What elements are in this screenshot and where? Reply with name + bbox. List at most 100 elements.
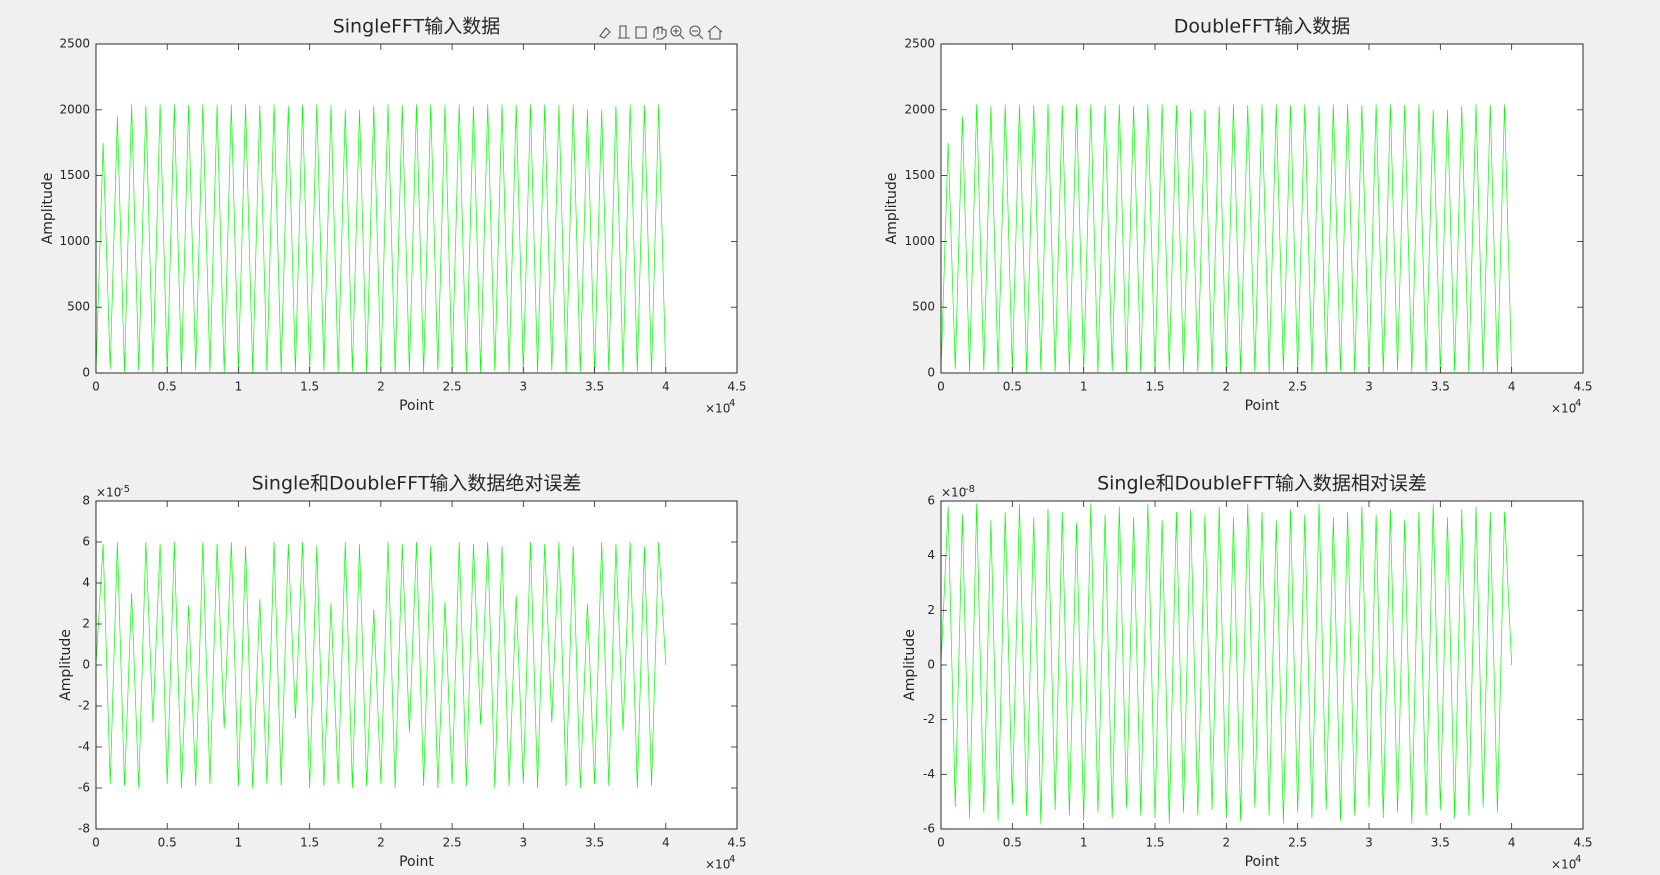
toolbar-datatip[interactable] <box>618 25 630 39</box>
toolbar-home[interactable] <box>707 25 723 40</box>
x-multiplier: ×10 <box>1551 858 1576 872</box>
axes-frame <box>95 43 738 374</box>
signal-line <box>940 503 1513 824</box>
x-axis-label: Point <box>399 854 434 870</box>
x-multiplier: ×10 <box>1551 402 1576 416</box>
x-tick-label: 4.5 <box>727 380 746 394</box>
y-tick-label: -4 <box>78 740 90 754</box>
x-tick-label: 4 <box>662 836 670 850</box>
x-tick-label: 4 <box>1508 836 1516 850</box>
x-tick-label: 3.5 <box>585 836 604 850</box>
x-tick-label: 4.5 <box>1573 836 1592 850</box>
x-tick-label: 3 <box>1365 836 1373 850</box>
x-tick-label: 2.5 <box>443 836 462 850</box>
chart-title: SingleFFT输入数据 <box>333 16 501 38</box>
x-exponent: 4 <box>1575 854 1581 865</box>
toolbar-zoom-in-glyph <box>673 28 685 40</box>
y-tick-label: 0 <box>927 658 935 672</box>
y-multiplier: ×10 <box>96 486 121 500</box>
x-tick-label: 4 <box>1508 380 1516 394</box>
axes-background <box>95 43 738 374</box>
x-tick-label: 4 <box>662 380 670 394</box>
y-tick-label: -6 <box>923 822 935 836</box>
y-tick-label: 2000 <box>59 102 90 116</box>
x-tick-label: 0 <box>92 836 100 850</box>
y-tick-label: 8 <box>82 494 90 508</box>
toolbar-zoom-out[interactable] <box>689 25 701 37</box>
x-axis-label: Point <box>1245 398 1280 414</box>
y-tick-label: -8 <box>78 822 90 836</box>
y-tick-label: 4 <box>927 548 935 562</box>
x-axis-label: Point <box>399 398 434 414</box>
x-tick-label: 0.5 <box>158 836 177 850</box>
y-tick-label: 0 <box>82 658 90 672</box>
axes-toolbar[interactable] <box>599 25 723 40</box>
y-tick-label: 6 <box>927 494 935 508</box>
y-tick-label: 6 <box>82 535 90 549</box>
x-multiplier: ×10 <box>705 402 730 416</box>
toolbar-brush[interactable] <box>599 27 611 39</box>
y-tick-label: 0 <box>82 366 90 380</box>
y-exponent: -5 <box>120 484 130 495</box>
x-tick-label: 4.5 <box>727 836 746 850</box>
x-tick-label: 3 <box>520 836 528 850</box>
y-axis-label: Amplitude <box>40 173 56 245</box>
x-tick-label: 1 <box>1080 380 1088 394</box>
x-tick-label: 1.5 <box>300 380 319 394</box>
y-tick-label: -6 <box>78 781 90 795</box>
x-tick-label: 0.5 <box>1003 836 1022 850</box>
y-tick-label: 2 <box>927 603 935 617</box>
y-tick-label: 1000 <box>904 234 935 248</box>
y-tick-label: 1500 <box>59 168 90 182</box>
x-tick-label: 3 <box>1365 380 1373 394</box>
x-tick-label: 2 <box>377 380 385 394</box>
y-tick-label: 2000 <box>904 102 935 116</box>
x-tick-label: 0 <box>92 380 100 394</box>
y-tick-label: -4 <box>923 767 935 781</box>
x-tick-label: 4.5 <box>1573 380 1592 394</box>
chart-title: Single和DoubleFFT输入数据相对误差 <box>1097 473 1427 495</box>
x-exponent: 4 <box>729 854 735 865</box>
x-tick-label: 1.5 <box>1145 380 1164 394</box>
x-tick-label: 1.5 <box>1145 836 1164 850</box>
toolbar-pan[interactable] <box>653 25 667 40</box>
y-tick-label: 500 <box>912 300 935 314</box>
signal-line <box>95 541 667 789</box>
y-axis-label: Amplitude <box>902 629 918 701</box>
y-tick-label: 2 <box>82 617 90 631</box>
x-tick-label: 1.5 <box>300 836 319 850</box>
x-multiplier: ×10 <box>705 858 730 872</box>
x-tick-label: 1 <box>235 380 243 394</box>
x-tick-label: 2.5 <box>1288 836 1307 850</box>
x-tick-label: 2.5 <box>443 380 462 394</box>
chart-title: DoubleFFT输入数据 <box>1174 16 1350 38</box>
x-tick-label: 3.5 <box>1431 380 1450 394</box>
x-axis-label: Point <box>1245 854 1280 870</box>
y-exponent: -8 <box>965 484 975 495</box>
y-tick-label: 0 <box>927 366 935 380</box>
chart-title: Single和DoubleFFT输入数据绝对误差 <box>252 473 582 495</box>
x-tick-label: 0.5 <box>158 380 177 394</box>
y-axis-label: Amplitude <box>884 173 900 245</box>
toolbar-legend[interactable] <box>635 26 647 39</box>
toolbar-zoom-in[interactable] <box>670 25 682 37</box>
x-tick-label: 2 <box>1223 380 1231 394</box>
x-tick-label: 3.5 <box>585 380 604 394</box>
x-tick-label: 1 <box>235 836 243 850</box>
axes-frame <box>940 43 1584 374</box>
x-tick-label: 3 <box>520 380 528 394</box>
y-tick-label: 2500 <box>59 37 90 51</box>
x-tick-label: 3.5 <box>1431 836 1450 850</box>
x-tick-label: 2 <box>377 836 385 850</box>
y-tick-label: 500 <box>67 300 90 314</box>
y-tick-label: -2 <box>923 712 935 726</box>
x-exponent: 4 <box>729 398 735 409</box>
y-axis-label: Amplitude <box>58 629 74 701</box>
x-tick-label: 0 <box>937 380 945 394</box>
y-tick-label: 4 <box>82 576 90 590</box>
axes-background <box>940 500 1584 830</box>
x-tick-label: 0.5 <box>1003 380 1022 394</box>
y-tick-label: 1000 <box>59 234 90 248</box>
x-tick-label: 2 <box>1223 836 1231 850</box>
